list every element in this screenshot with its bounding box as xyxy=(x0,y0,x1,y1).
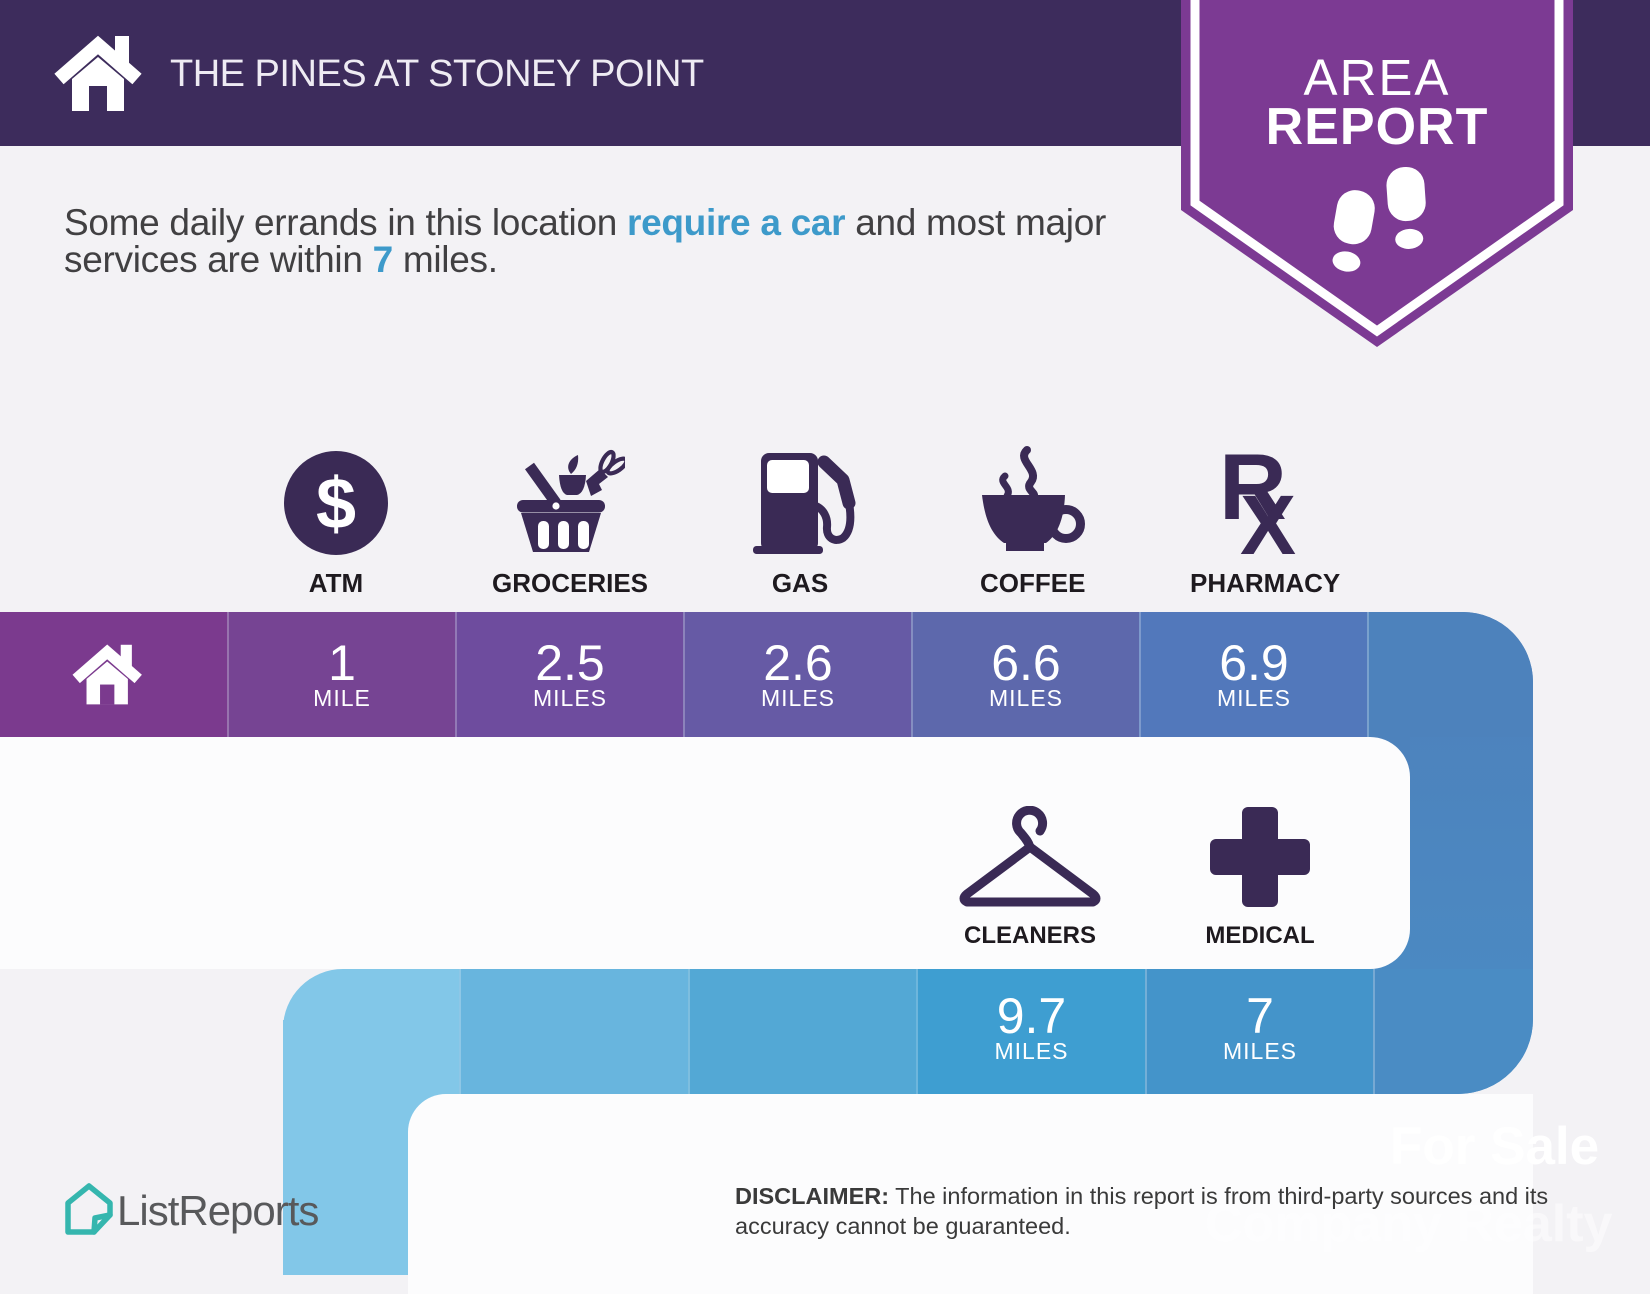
svg-text:REPORT: REPORT xyxy=(1266,98,1489,156)
svg-text:AREA: AREA xyxy=(1304,49,1451,106)
svg-text:$: $ xyxy=(316,464,356,544)
